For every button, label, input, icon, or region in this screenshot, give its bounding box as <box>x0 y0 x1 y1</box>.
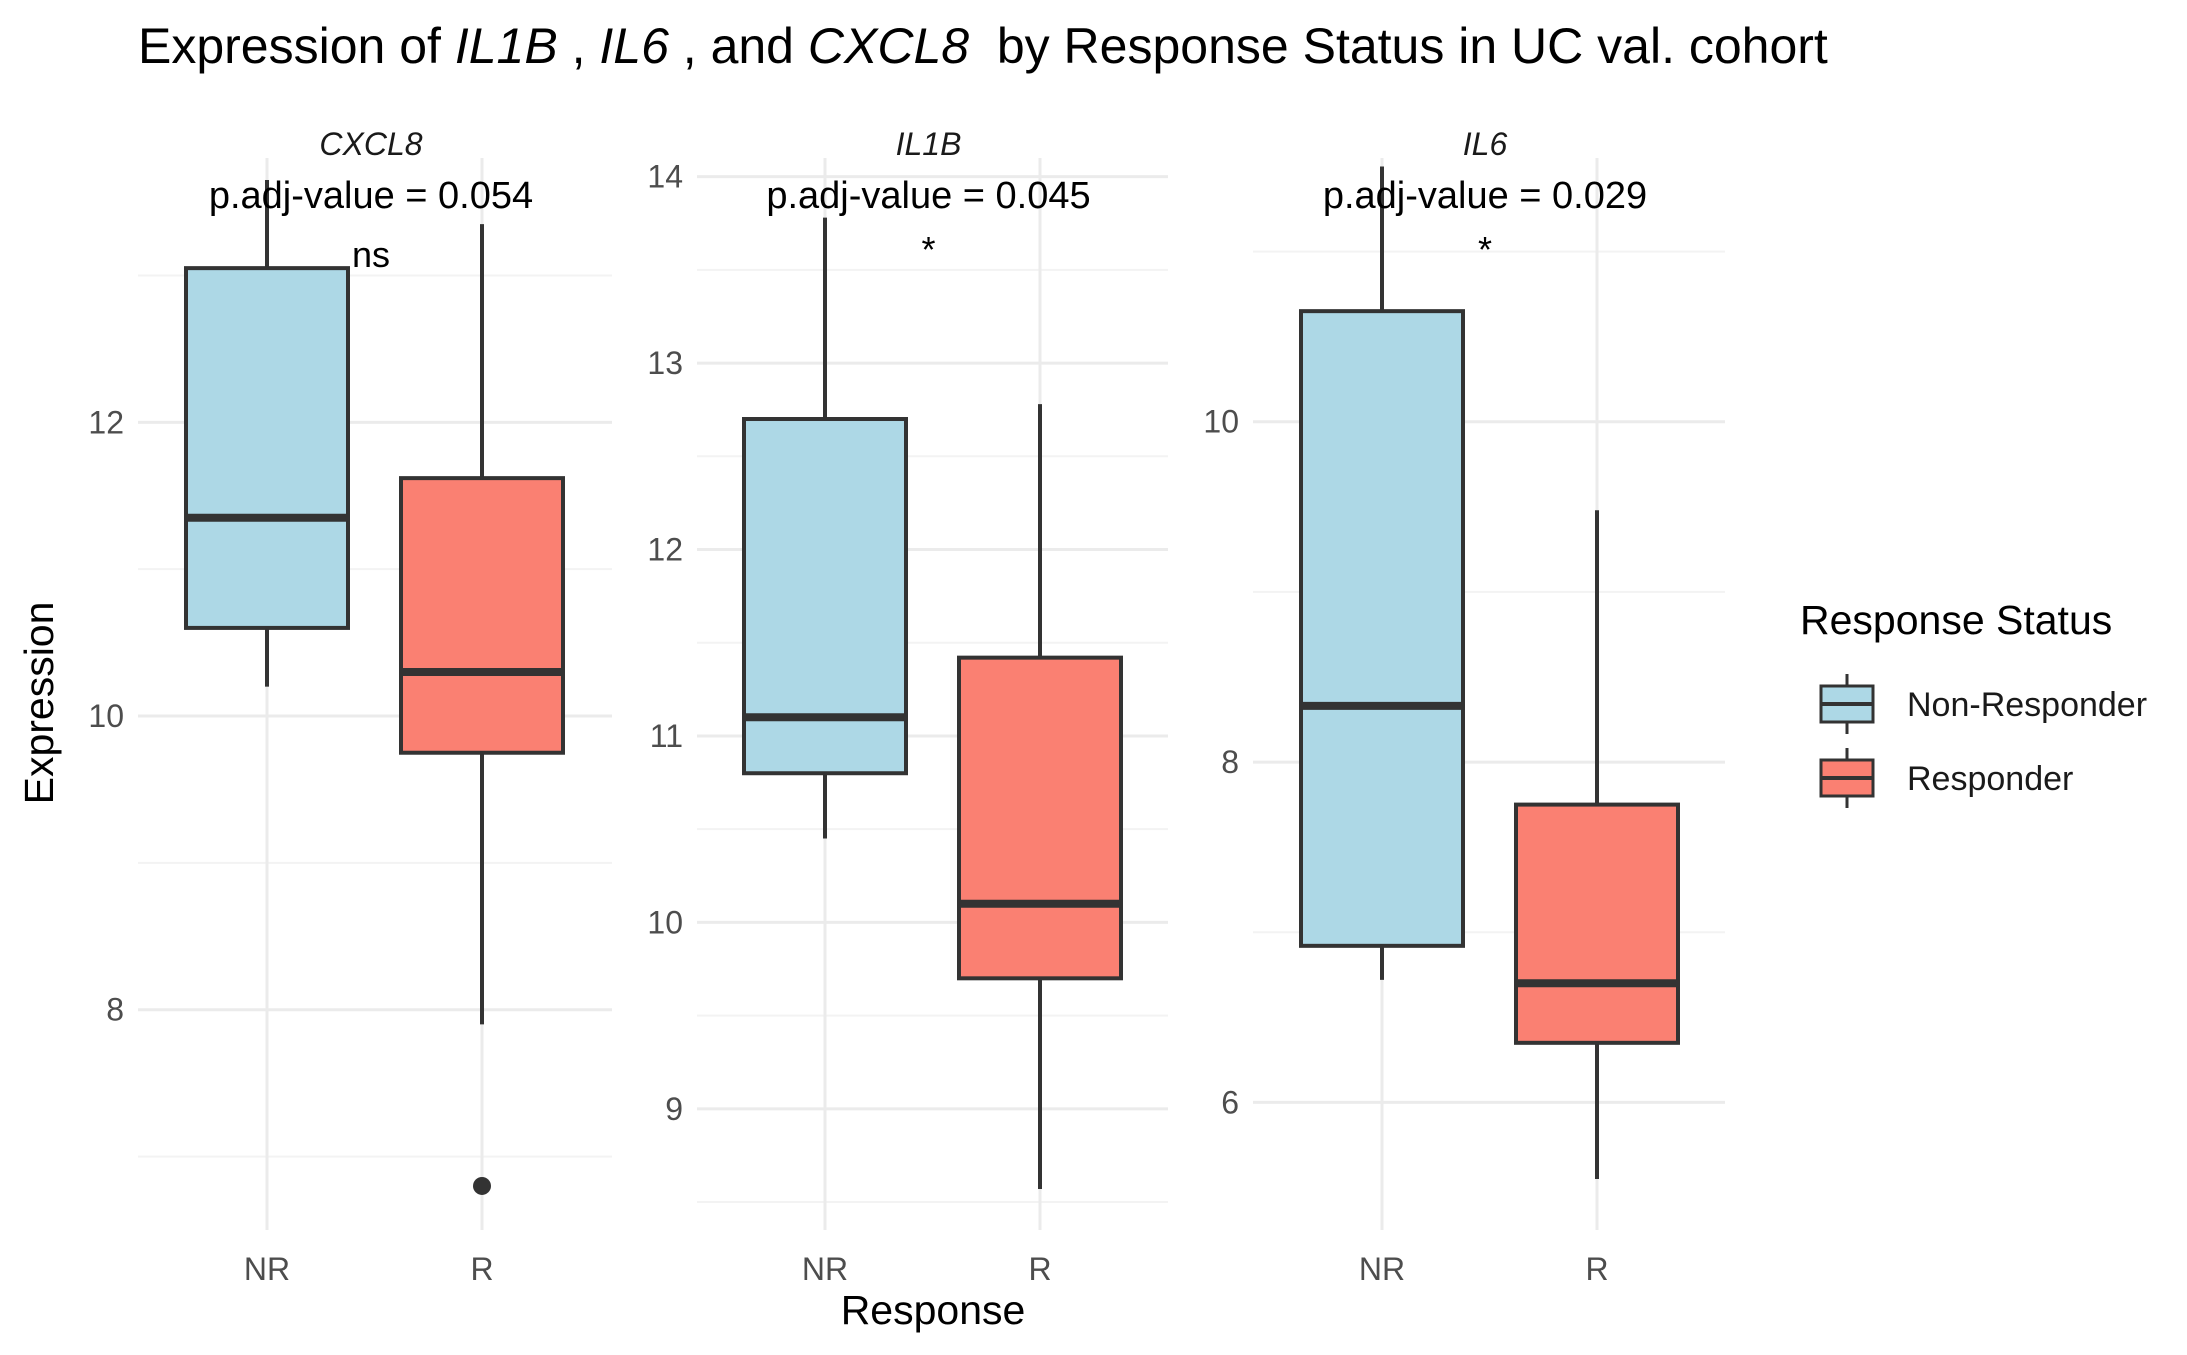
box-iqr <box>1299 309 1465 948</box>
y-tick-label: 10 <box>88 698 124 734</box>
chart-title: Expression of IL1B , IL6 , and CXCL8 by … <box>138 18 1828 74</box>
title-part: , <box>558 18 600 74</box>
panel-cxcl8: 8 10 12 NR R CXCL8 p.adj-value = 0.054 ns <box>88 126 612 1287</box>
facet-p-value: p.adj-value = 0.054 <box>209 175 533 217</box>
panel-il6: 6 8 10 NR R IL6 p.adj-value = 0.029 * <box>1203 126 1725 1287</box>
y-tick-label: 9 <box>665 1091 683 1127</box>
facet-panels: 8 10 12 NR R CXCL8 p.adj-value = 0.054 ns 9 10 11 1… <box>88 126 1725 1287</box>
title-part: IL6 <box>599 18 669 74</box>
box-iqr <box>957 655 1123 981</box>
x-tick-label: NR <box>1359 1251 1405 1287</box>
x-tick-label: R <box>1585 1251 1608 1287</box>
legend-item: Non-Responder <box>1819 674 2147 734</box>
title-part: IL1B <box>455 18 558 74</box>
y-tick-label: 12 <box>647 532 683 568</box>
y-tick-label: 14 <box>647 159 683 195</box>
facet-p-value: p.adj-value = 0.045 <box>766 175 1090 217</box>
y-axis-title: Expression <box>16 602 62 805</box>
title-part: CXCL8 <box>808 18 969 74</box>
legend-items: Non-Responder Responder <box>1819 674 2147 808</box>
y-tick-label: 8 <box>1221 744 1239 780</box>
y-tick-label: 6 <box>1221 1084 1239 1120</box>
box-iqr <box>184 266 350 630</box>
legend-label: Non-Responder <box>1907 686 2147 724</box>
legend-item: Responder <box>1819 748 2073 808</box>
x-tick-label: R <box>470 1251 493 1287</box>
box-r <box>399 224 565 1195</box>
y-tick-label: 13 <box>647 345 683 381</box>
box-r <box>1514 510 1680 1179</box>
facet-gene-label: CXCL8 <box>319 126 422 162</box>
x-tick-label: R <box>1028 1251 1051 1287</box>
legend: Response Status Non-Responder Responder <box>1800 597 2147 808</box>
box-nr <box>742 217 908 839</box>
title-part: Expression of <box>138 18 455 74</box>
y-tick-label: 8 <box>106 992 124 1028</box>
box-nr <box>1299 166 1465 980</box>
title-part: , and <box>669 18 808 74</box>
box-nr <box>184 180 350 687</box>
outlier-point <box>473 1176 491 1195</box>
y-tick-label: 12 <box>88 404 124 440</box>
significance-label: ns <box>352 234 390 275</box>
legend-title: Response Status <box>1800 597 2112 643</box>
facet-gene-label: IL6 <box>1463 126 1508 162</box>
x-tick-label: NR <box>802 1251 848 1287</box>
facet-gene-label: IL1B <box>896 126 962 162</box>
box-iqr <box>399 476 565 755</box>
y-tick-label: 11 <box>650 718 683 754</box>
significance-label: * <box>921 229 935 270</box>
facet-p-value: p.adj-value = 0.029 <box>1323 175 1647 217</box>
x-axis-title: Response <box>841 1287 1026 1333</box>
panel-il1b: 9 10 11 12 13 14 NR R IL1B p.adj-value = 0.045 * <box>647 126 1168 1287</box>
x-tick-label: NR <box>244 1251 290 1287</box>
box-iqr <box>1514 802 1680 1045</box>
box-r <box>957 404 1123 1189</box>
significance-label: * <box>1478 229 1492 270</box>
title-part: by Response Status in UC val. cohort <box>969 18 1828 74</box>
legend-label: Responder <box>1907 760 2073 798</box>
y-tick-label: 10 <box>1203 404 1239 440</box>
y-tick-label: 10 <box>647 904 683 940</box>
